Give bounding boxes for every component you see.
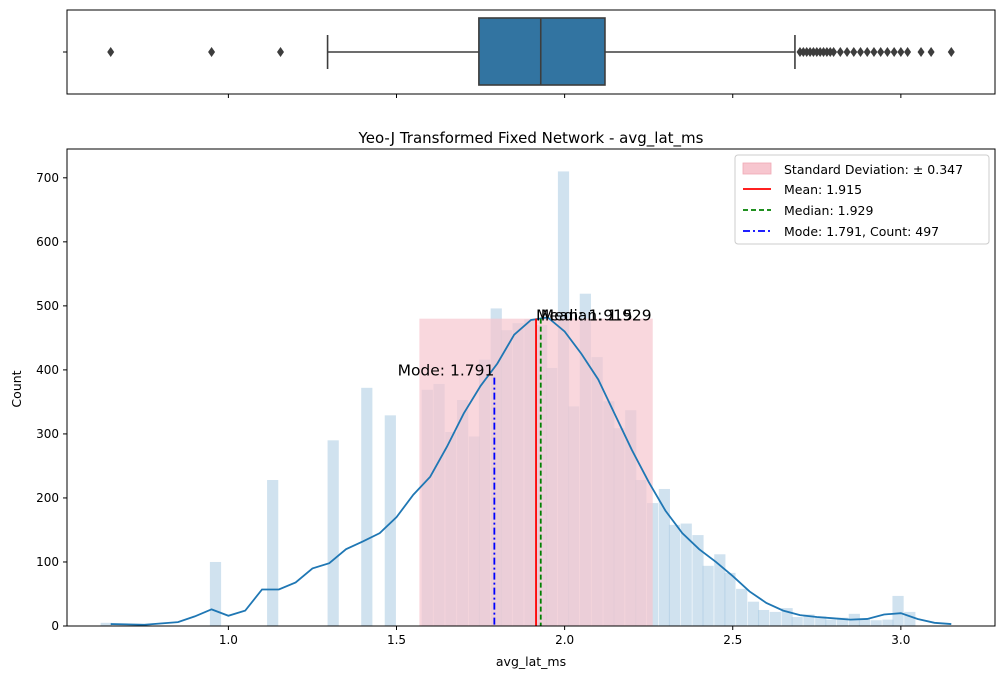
histogram-bar	[327, 440, 339, 626]
x-tick-label: 2.0	[555, 633, 574, 647]
boxplot-outlier	[883, 47, 891, 57]
mean-annotation: Mean: 1.915	[536, 307, 633, 325]
legend-mode-label: Mode: 1.791, Count: 497	[784, 224, 939, 239]
histogram-bar	[870, 620, 882, 626]
histogram-bar	[769, 611, 781, 626]
boxplot-outlier	[890, 47, 898, 57]
boxplot-frame	[66, 9, 996, 95]
boxplot-outlier	[917, 47, 925, 57]
boxplot-outlier	[830, 47, 838, 57]
boxplot-axes	[63, 9, 996, 98]
histogram-bar	[836, 617, 849, 626]
boxplot-outlier	[857, 47, 865, 57]
boxplot-outlier	[947, 47, 955, 57]
histogram-bar	[791, 617, 803, 626]
y-tick-label: 700	[36, 171, 59, 185]
histogram-bar	[904, 611, 916, 626]
boxplot-outlier	[863, 47, 871, 57]
boxplot-outlier	[877, 47, 885, 57]
boxplot-outlier	[904, 47, 912, 57]
x-tick-label: 1.0	[219, 633, 238, 647]
histogram-bar	[100, 622, 112, 626]
y-tick-label: 0	[51, 619, 59, 633]
mode-annotation: Mode: 1.791	[398, 362, 495, 380]
histogram-bar	[781, 608, 793, 626]
legend-median-label: Median: 1.929	[784, 203, 873, 218]
boxplot-outlier	[897, 47, 905, 57]
boxplot-box	[478, 17, 606, 86]
histogram-bar	[680, 523, 692, 626]
histogram-bar	[658, 488, 670, 626]
histogram-bar	[815, 616, 827, 626]
histogram-bar	[702, 565, 714, 626]
boxplot-outlier	[850, 47, 858, 57]
histogram-bar	[692, 535, 704, 626]
histogram-bar	[267, 480, 279, 626]
histogram-bar	[668, 524, 681, 626]
boxplot-outlier	[277, 47, 285, 57]
legend-std-patch	[742, 162, 772, 175]
x-tick-label: 3.0	[891, 633, 910, 647]
median-annotation: Median: 1.929	[541, 307, 652, 325]
histogram-bar	[724, 572, 736, 626]
boxplot-outlier	[107, 47, 115, 57]
histogram-bar	[747, 601, 760, 626]
histogram-bar	[825, 619, 837, 626]
histogram-bar	[384, 415, 396, 626]
histogram-bar	[757, 609, 770, 626]
x-tick-label: 1.5	[387, 633, 406, 647]
legend: Standard Deviation: ± 0.347 Mean: 1.915 …	[734, 154, 990, 245]
y-tick-label: 100	[36, 555, 59, 569]
y-tick-label: 200	[36, 491, 59, 505]
y-tick-label: 500	[36, 299, 59, 313]
boxplot-outlier	[927, 47, 935, 57]
legend-frame	[734, 154, 990, 245]
histogram-bar	[803, 614, 815, 626]
kde-curve	[110, 316, 952, 626]
x-axis-label: avg_lat_ms	[496, 654, 566, 669]
chart-title: Yeo-J Transformed Fixed Network - avg_la…	[358, 129, 704, 148]
legend-mean-label: Mean: 1.915	[784, 182, 862, 197]
y-tick-label: 400	[36, 363, 59, 377]
histogram-bar	[892, 595, 904, 626]
histogram-frame	[66, 148, 996, 627]
y-tick-label: 300	[36, 427, 59, 441]
histogram-axes: Yeo-J Transformed Fixed Network - avg_la…	[9, 129, 996, 669]
histogram-bar	[858, 618, 871, 626]
boxplot-outlier	[208, 47, 216, 57]
histogram-bar	[361, 387, 373, 626]
histogram-bar	[882, 619, 894, 626]
boxplot-outlier	[836, 47, 844, 57]
boxplot-outlier	[843, 47, 851, 57]
histogram-bar	[714, 554, 726, 626]
histogram-bar	[736, 588, 748, 626]
x-tick-label: 2.5	[723, 633, 742, 647]
boxplot-outlier	[870, 47, 878, 57]
y-axis-label: Count	[9, 370, 24, 407]
legend-std-label: Standard Deviation: ± 0.347	[784, 162, 963, 177]
histogram-bar	[209, 561, 222, 626]
y-tick-label: 600	[36, 235, 59, 249]
